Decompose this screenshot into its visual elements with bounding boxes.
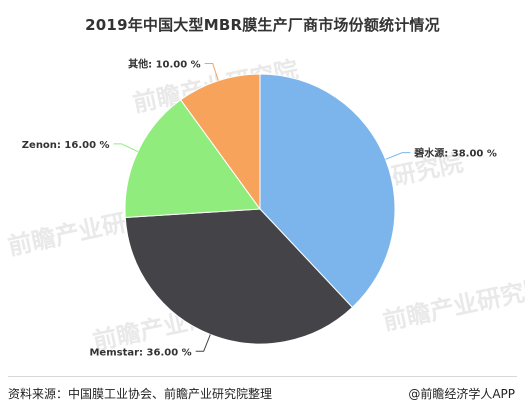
slice-label-1: 碧水源: 38.00 %	[413, 147, 497, 160]
slice-label-3: Zenon: 16.00 %	[22, 140, 110, 151]
pie-slice-4	[179, 73, 261, 211]
watermark-text-5: 前瞻产业研究院	[380, 274, 525, 336]
label-connector-3	[113, 143, 139, 152]
slice-label-4: 其他: 10.00 %	[128, 57, 201, 70]
chart-title: 2019年中国大型MBR膜生产厂商市场份额统计情况	[85, 16, 440, 34]
pie-slices	[124, 73, 396, 345]
pie-slice-3	[124, 99, 261, 219]
label-connector-1	[385, 152, 411, 160]
label-connectors	[113, 62, 411, 352]
slice-label-2: Memstar: 36.00 %	[89, 347, 191, 358]
slice-labels: 碧水源: 38.00 % Memstar: 36.00 % Zenon: 16.00…	[22, 57, 497, 358]
footer-source: 资料来源：中国膜工业协会、前瞻产业研究院整理	[8, 387, 273, 401]
label-connector-2	[195, 334, 211, 352]
label-connector-4	[204, 62, 219, 81]
footer-brand: @前瞻经济学人APP	[408, 387, 515, 401]
footer-divider	[8, 376, 517, 377]
